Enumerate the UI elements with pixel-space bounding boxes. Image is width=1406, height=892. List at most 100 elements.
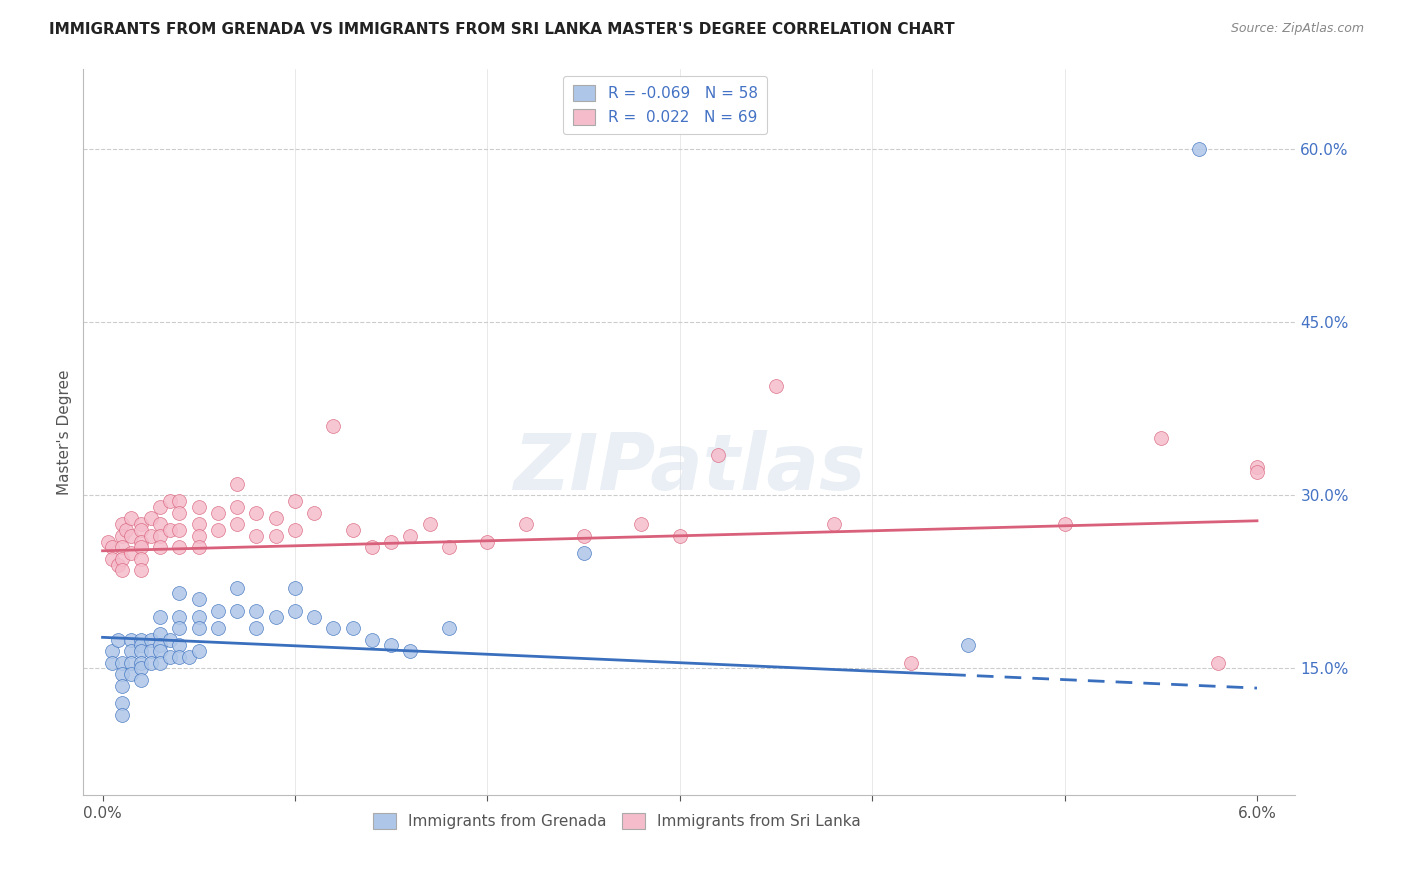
Point xyxy=(169,621,191,635)
Point xyxy=(957,639,980,653)
Point xyxy=(111,696,134,710)
Point xyxy=(129,563,152,577)
Point xyxy=(159,649,181,664)
Point xyxy=(245,529,267,543)
Point xyxy=(120,632,142,647)
Point xyxy=(342,523,364,537)
Point xyxy=(361,632,384,647)
Point xyxy=(111,707,134,722)
Point xyxy=(1246,466,1268,480)
Point xyxy=(107,558,129,572)
Point xyxy=(169,541,191,555)
Point xyxy=(111,679,134,693)
Point xyxy=(668,529,690,543)
Point xyxy=(1246,459,1268,474)
Point xyxy=(437,541,460,555)
Point xyxy=(284,581,307,595)
Point xyxy=(342,621,364,635)
Point xyxy=(264,609,287,624)
Point xyxy=(139,656,162,670)
Point xyxy=(226,604,249,618)
Point xyxy=(101,541,124,555)
Point xyxy=(399,644,422,658)
Point xyxy=(149,656,172,670)
Point xyxy=(630,517,652,532)
Point xyxy=(97,534,120,549)
Point xyxy=(187,517,209,532)
Point xyxy=(226,517,249,532)
Point xyxy=(111,517,134,532)
Point xyxy=(284,494,307,508)
Point xyxy=(1053,517,1076,532)
Point xyxy=(149,517,172,532)
Point xyxy=(120,644,142,658)
Point xyxy=(900,656,922,670)
Point xyxy=(515,517,537,532)
Point xyxy=(284,604,307,618)
Point xyxy=(120,511,142,525)
Point xyxy=(1188,142,1211,156)
Point xyxy=(101,552,124,566)
Point xyxy=(129,673,152,687)
Point xyxy=(159,494,181,508)
Point xyxy=(149,500,172,514)
Point xyxy=(187,529,209,543)
Point xyxy=(179,649,201,664)
Point xyxy=(129,661,152,675)
Point xyxy=(187,592,209,607)
Point xyxy=(187,621,209,635)
Point xyxy=(245,506,267,520)
Point xyxy=(149,529,172,543)
Point xyxy=(1150,431,1173,445)
Point xyxy=(707,448,730,462)
Point xyxy=(101,656,124,670)
Point xyxy=(111,541,134,555)
Point xyxy=(120,529,142,543)
Point xyxy=(129,552,152,566)
Point xyxy=(380,639,402,653)
Point xyxy=(120,667,142,681)
Point xyxy=(114,523,136,537)
Point xyxy=(572,529,595,543)
Point xyxy=(149,644,172,658)
Point xyxy=(111,529,134,543)
Text: Source: ZipAtlas.com: Source: ZipAtlas.com xyxy=(1230,22,1364,36)
Point xyxy=(302,506,325,520)
Point xyxy=(111,563,134,577)
Point xyxy=(264,511,287,525)
Point xyxy=(207,506,229,520)
Legend: Immigrants from Grenada, Immigrants from Sri Lanka: Immigrants from Grenada, Immigrants from… xyxy=(367,806,866,835)
Point xyxy=(399,529,422,543)
Point xyxy=(129,517,152,532)
Point xyxy=(765,379,787,393)
Point xyxy=(169,494,191,508)
Point xyxy=(207,621,229,635)
Point xyxy=(129,644,152,658)
Point xyxy=(159,632,181,647)
Point xyxy=(284,523,307,537)
Point xyxy=(149,627,172,641)
Point xyxy=(264,529,287,543)
Point xyxy=(207,604,229,618)
Point xyxy=(169,506,191,520)
Point xyxy=(322,419,344,434)
Point xyxy=(169,639,191,653)
Point xyxy=(111,656,134,670)
Point xyxy=(139,644,162,658)
Point xyxy=(823,517,845,532)
Point xyxy=(245,621,267,635)
Point xyxy=(437,621,460,635)
Point xyxy=(129,632,152,647)
Point xyxy=(226,581,249,595)
Y-axis label: Master's Degree: Master's Degree xyxy=(58,369,72,495)
Point xyxy=(477,534,499,549)
Point xyxy=(129,534,152,549)
Point xyxy=(169,586,191,600)
Point xyxy=(129,656,152,670)
Point xyxy=(149,609,172,624)
Point xyxy=(302,609,325,624)
Point xyxy=(187,609,209,624)
Point xyxy=(169,523,191,537)
Point xyxy=(380,534,402,549)
Point xyxy=(1208,656,1230,670)
